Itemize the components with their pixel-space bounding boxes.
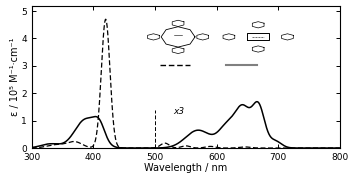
X-axis label: Wavelength / nm: Wavelength / nm xyxy=(144,163,227,173)
Text: x3: x3 xyxy=(173,107,184,115)
Y-axis label: ε / 10⁵ M⁻¹·cm⁻¹: ε / 10⁵ M⁻¹·cm⁻¹ xyxy=(10,38,20,116)
